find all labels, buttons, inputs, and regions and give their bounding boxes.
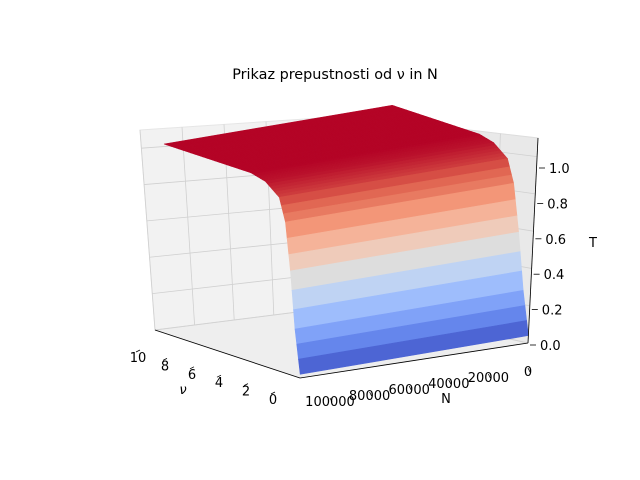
tick-label: 0 — [524, 365, 532, 380]
tick-label: 0.0 — [540, 339, 561, 354]
nu-ticks: 10 8 6 4 2 0 — [130, 349, 277, 408]
tick-mark — [329, 397, 333, 403]
tick-mark — [135, 349, 141, 353]
nu-axis-label: ν — [179, 383, 186, 398]
tick-label: 10 — [130, 351, 147, 366]
tick-label: 0.6 — [545, 233, 566, 248]
n-axis-line — [299, 342, 529, 379]
tick-mark — [216, 374, 222, 378]
t-ticks: 0.0 0.2 0.4 0.6 0.8 1.0 — [530, 162, 570, 354]
tick-label: 0.8 — [547, 197, 568, 212]
tick-mark — [162, 358, 168, 361]
tick-label: 80000 — [349, 389, 390, 404]
tick-label: 60000 — [389, 383, 430, 398]
t-axis-label: T — [588, 236, 597, 251]
surface — [163, 104, 529, 375]
n-axis-label: N — [441, 392, 451, 407]
tick-label: 0 — [269, 393, 277, 408]
tick-label: 100000 — [305, 395, 355, 410]
tick-mark — [243, 383, 249, 386]
tick-mark — [527, 367, 531, 373]
tick-mark — [448, 379, 452, 385]
t-axis-line — [527, 137, 539, 344]
tick-label: 0.2 — [542, 304, 563, 319]
tick-label: 20000 — [468, 371, 509, 386]
tick-mark — [488, 373, 491, 379]
tick-label: 0.4 — [544, 268, 565, 283]
tick-mark — [369, 391, 372, 397]
chart-title: Prikaz prepustnosti od ν in N — [232, 67, 438, 83]
tick-mark — [189, 366, 195, 370]
tick-mark — [408, 385, 412, 391]
tick-label: 2 — [242, 385, 250, 400]
tick-label: 8 — [161, 359, 169, 374]
tick-label: 6 — [188, 368, 196, 383]
tick-label: 4 — [215, 376, 223, 391]
nu-axis-line — [154, 329, 301, 379]
tick-label: 1.0 — [549, 162, 570, 177]
tick-label: 40000 — [428, 377, 469, 392]
tick-mark — [270, 391, 276, 395]
